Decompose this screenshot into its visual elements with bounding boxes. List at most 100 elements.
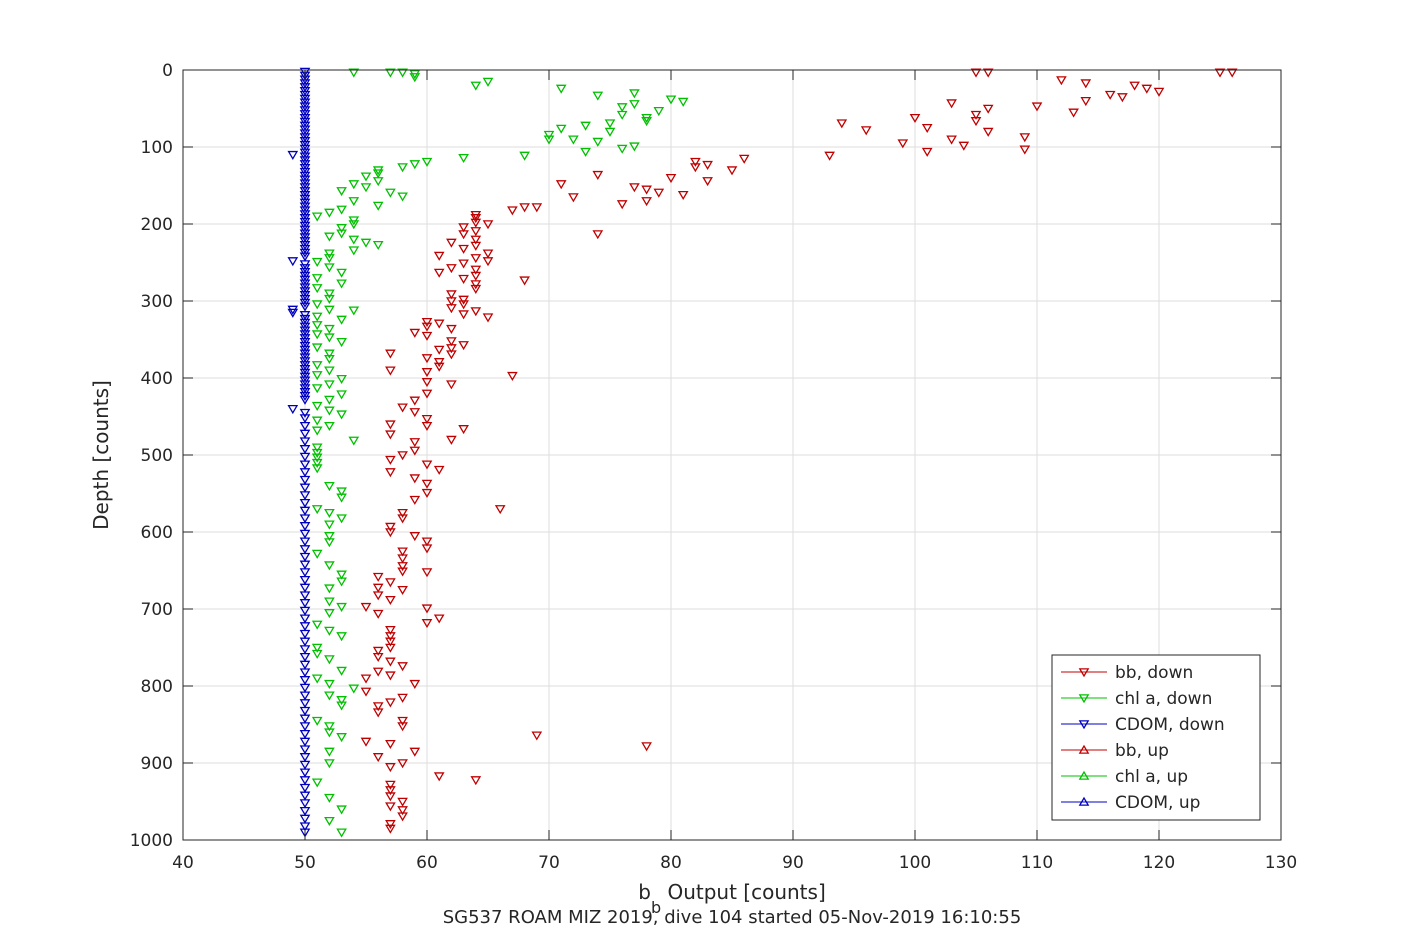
data-point (446, 380, 457, 390)
y-tick-label: 300 (141, 292, 173, 312)
data-point (324, 380, 335, 390)
data-point (299, 575, 311, 586)
data-point (336, 828, 347, 838)
data-point (372, 591, 384, 601)
data-point (653, 188, 665, 198)
data-point (336, 410, 347, 420)
data-point (397, 163, 408, 173)
data-point (433, 772, 445, 782)
data-point (397, 547, 408, 557)
data-point (348, 68, 360, 78)
data-point (372, 753, 384, 763)
data-point (421, 460, 433, 470)
data-point (409, 532, 421, 542)
data-point (470, 227, 482, 237)
data-point (470, 776, 482, 786)
data-point (324, 609, 335, 619)
data-point (397, 662, 408, 672)
data-point (458, 425, 469, 435)
data-point (421, 322, 433, 332)
series-bb-down (360, 68, 1238, 834)
data-point (1214, 68, 1226, 78)
data-point (458, 153, 469, 164)
data-point (482, 77, 494, 87)
data-point (299, 452, 311, 462)
data-point (324, 626, 335, 636)
data-point (433, 319, 445, 329)
data-point (824, 151, 835, 161)
data-point (360, 674, 372, 684)
data-point (299, 408, 311, 418)
x-tick-label: 60 (416, 853, 438, 873)
data-point (385, 68, 396, 78)
data-point (421, 604, 433, 614)
data-point (311, 549, 323, 559)
data-point (677, 190, 689, 201)
data-point (653, 107, 665, 117)
data-point (324, 691, 335, 701)
data-point (311, 674, 323, 684)
data-point (299, 753, 311, 763)
data-point (1019, 145, 1031, 155)
legend-marker (1078, 796, 1090, 806)
data-point (311, 453, 323, 463)
data-point (385, 625, 396, 636)
data-point (372, 667, 384, 677)
data-point (482, 257, 494, 267)
data-point (385, 739, 396, 750)
data-point (397, 403, 408, 413)
x-axis-label: bb Output [counts] (638, 880, 826, 917)
data-point (592, 91, 604, 101)
data-point (372, 177, 384, 187)
data-point (385, 595, 396, 606)
data-point (324, 421, 335, 432)
data-point (299, 814, 311, 824)
data-point (324, 561, 335, 571)
legend-marker (1078, 720, 1090, 730)
data-point (299, 729, 311, 740)
data-point (458, 274, 469, 284)
legend-marker (1078, 770, 1090, 780)
data-point (1031, 102, 1043, 112)
data-point (372, 702, 384, 712)
data-point (616, 110, 628, 120)
data-point (592, 170, 604, 180)
data-point (372, 169, 384, 179)
data-point (604, 127, 616, 137)
data-point (470, 284, 482, 294)
data-point (641, 742, 652, 752)
data-point (324, 232, 335, 242)
data-point (299, 676, 311, 686)
data-point (299, 252, 311, 262)
data-point (336, 577, 347, 587)
data-point (970, 117, 982, 127)
data-point (958, 141, 970, 151)
data-point (336, 514, 347, 524)
data-point (324, 289, 335, 299)
data-point (324, 294, 335, 304)
data-point (446, 337, 457, 347)
data-point (372, 708, 384, 718)
data-point (372, 240, 384, 251)
data-point (397, 68, 408, 78)
data-point (324, 655, 335, 665)
data-point (299, 475, 311, 485)
data-point (299, 414, 311, 424)
data-point (372, 201, 384, 211)
data-point (982, 68, 994, 78)
y-tick-label: 400 (141, 369, 173, 389)
data-point (421, 479, 433, 489)
data-point (299, 760, 311, 770)
data-point (446, 350, 457, 360)
data-point (531, 731, 543, 741)
data-point (299, 491, 311, 501)
data-point (1080, 79, 1092, 89)
data-point (324, 722, 335, 732)
data-point (446, 324, 457, 334)
legend-label: bb, up (1115, 741, 1169, 761)
data-point (421, 378, 433, 388)
data-point (324, 395, 335, 405)
data-point (372, 652, 384, 663)
data-point (458, 310, 469, 320)
